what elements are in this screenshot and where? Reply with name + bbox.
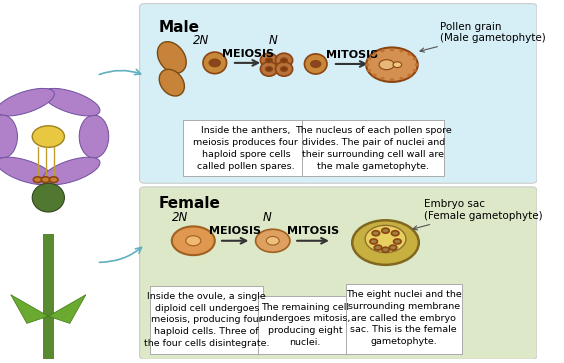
Ellipse shape (159, 69, 184, 96)
Text: The remaining cell
undergoes mitosis,
producing eight
nuclei.: The remaining cell undergoes mitosis, pr… (260, 303, 350, 347)
Circle shape (413, 58, 417, 60)
Text: N: N (268, 34, 277, 48)
Ellipse shape (0, 115, 17, 158)
Text: The nucleus of each pollen spore
divides. The pair of nuclei and
their surroundi: The nucleus of each pollen spore divides… (295, 126, 452, 171)
Polygon shape (49, 295, 86, 323)
FancyBboxPatch shape (302, 121, 444, 176)
Text: Inside the ovule, a single
diploid cell undergoes
meiosis, producing four
haploi: Inside the ovule, a single diploid cell … (144, 292, 270, 348)
Text: Inside the anthers,
meiosis produces four
haploid spore cells
called pollen spar: Inside the anthers, meiosis produces fou… (193, 126, 298, 171)
Ellipse shape (157, 42, 186, 73)
Circle shape (382, 247, 389, 252)
Ellipse shape (275, 62, 293, 76)
Circle shape (41, 177, 50, 183)
FancyBboxPatch shape (346, 284, 462, 354)
Circle shape (50, 177, 58, 183)
Circle shape (266, 67, 272, 71)
Ellipse shape (42, 89, 100, 116)
Circle shape (281, 67, 287, 71)
Circle shape (382, 228, 389, 233)
Circle shape (413, 69, 417, 72)
Text: 2N: 2N (193, 34, 209, 48)
Ellipse shape (0, 157, 54, 185)
FancyBboxPatch shape (140, 187, 537, 359)
Circle shape (311, 61, 320, 67)
Ellipse shape (32, 183, 64, 212)
FancyBboxPatch shape (183, 121, 309, 176)
Circle shape (393, 62, 402, 68)
Circle shape (390, 78, 394, 81)
FancyBboxPatch shape (140, 4, 537, 183)
Circle shape (389, 245, 397, 250)
Circle shape (415, 63, 419, 66)
Ellipse shape (261, 62, 277, 76)
Polygon shape (11, 295, 49, 323)
Circle shape (399, 49, 404, 52)
Circle shape (266, 236, 279, 245)
Ellipse shape (0, 89, 54, 116)
Circle shape (372, 231, 380, 236)
Ellipse shape (305, 54, 327, 74)
Text: MITOSIS: MITOSIS (325, 50, 378, 60)
Text: Pollen grain
(Male gametophyte): Pollen grain (Male gametophyte) (420, 21, 546, 52)
Circle shape (367, 69, 371, 72)
Text: N: N (263, 211, 272, 224)
Circle shape (32, 126, 64, 147)
Text: The eight nuclei and the
surrounding membrane
are called the embryo
sac. This is: The eight nuclei and the surrounding mem… (346, 290, 462, 346)
Circle shape (407, 74, 412, 77)
Ellipse shape (261, 53, 277, 68)
Circle shape (399, 77, 404, 80)
Text: MEIOSIS: MEIOSIS (222, 49, 274, 59)
Text: Male: Male (158, 20, 200, 35)
Circle shape (394, 239, 401, 244)
Ellipse shape (42, 157, 100, 185)
FancyBboxPatch shape (258, 297, 352, 354)
Circle shape (209, 59, 220, 66)
Ellipse shape (275, 53, 293, 68)
Circle shape (390, 48, 394, 51)
Ellipse shape (79, 115, 109, 158)
Text: MITOSIS: MITOSIS (287, 227, 339, 236)
Circle shape (365, 63, 369, 66)
Circle shape (391, 231, 399, 236)
Circle shape (365, 225, 406, 253)
Circle shape (172, 227, 215, 255)
Circle shape (33, 177, 42, 183)
Circle shape (379, 60, 394, 70)
Circle shape (380, 49, 385, 52)
Polygon shape (43, 233, 54, 359)
Circle shape (366, 48, 418, 82)
Circle shape (281, 58, 287, 62)
FancyBboxPatch shape (151, 286, 263, 354)
Ellipse shape (203, 52, 227, 74)
Text: Embryo sac
(Female gametophyte): Embryo sac (Female gametophyte) (413, 199, 543, 230)
Circle shape (266, 58, 272, 62)
Circle shape (407, 53, 412, 56)
Circle shape (372, 74, 377, 77)
Circle shape (367, 58, 371, 60)
Text: 2N: 2N (172, 211, 188, 224)
Circle shape (255, 229, 290, 252)
Circle shape (380, 77, 385, 80)
Circle shape (352, 220, 419, 265)
Circle shape (186, 236, 201, 246)
Text: MEIOSIS: MEIOSIS (209, 227, 261, 236)
Circle shape (370, 239, 377, 244)
Circle shape (372, 53, 377, 56)
Text: Female: Female (158, 196, 221, 211)
Circle shape (374, 245, 382, 250)
